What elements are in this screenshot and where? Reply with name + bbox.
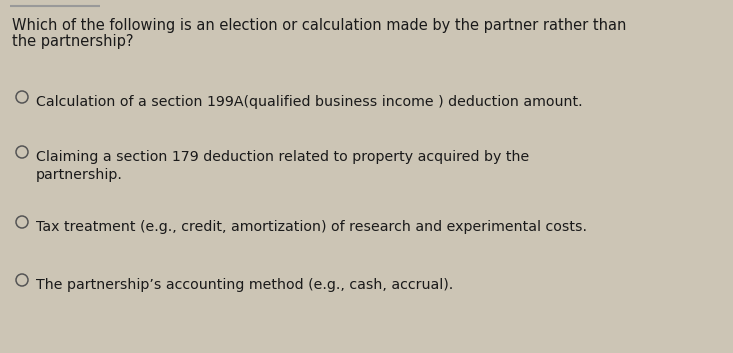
Text: Calculation of a section 199A(qualified business income ) deduction amount.: Calculation of a section 199A(qualified … (36, 95, 583, 109)
Text: the partnership?: the partnership? (12, 34, 133, 49)
Text: Tax treatment (e.g., credit, amortization) of research and experimental costs.: Tax treatment (e.g., credit, amortizatio… (36, 220, 587, 234)
Text: The partnership’s accounting method (e.g., cash, accrual).: The partnership’s accounting method (e.g… (36, 278, 453, 292)
Text: Which of the following is an election or calculation made by the partner rather : Which of the following is an election or… (12, 18, 627, 33)
Text: Claiming a section 179 deduction related to property acquired by the
partnership: Claiming a section 179 deduction related… (36, 150, 529, 183)
